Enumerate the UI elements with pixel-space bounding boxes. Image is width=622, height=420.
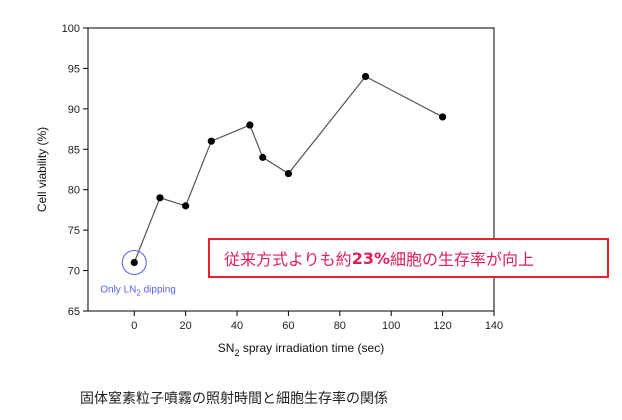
y-tick-label: 95 (68, 63, 80, 75)
y-tick-label: 85 (68, 144, 80, 156)
data-point (439, 113, 447, 121)
data-point (156, 194, 164, 202)
y-tick-label: 90 (68, 104, 80, 116)
highlight-text-before: 従来方式よりも約 (224, 250, 352, 269)
annotation-label: Only LN2 dipping (100, 284, 176, 297)
x-tick-label: 120 (433, 320, 451, 332)
y-tick-label: 80 (68, 185, 80, 197)
x-tick-label: 60 (282, 320, 294, 332)
plot-frame (87, 27, 495, 312)
x-tick-label: 40 (231, 320, 243, 332)
series-line (133, 75, 443, 263)
data-point (284, 169, 293, 178)
highlight-percent: 23% (351, 248, 390, 268)
y-tick-label: 70 (68, 266, 80, 278)
x-tick-label: 140 (485, 320, 503, 332)
x-tick-label: 80 (334, 320, 346, 332)
data-point (130, 258, 138, 267)
x-tick-label: 20 (180, 320, 192, 332)
data-point (182, 202, 190, 210)
annotation-circle (121, 249, 147, 275)
y-axis-title: Cell viability (%) (35, 127, 49, 212)
x-axis-title: SN2 spray irradiation time (sec) (218, 341, 384, 358)
highlight-text-after: 細胞の生存率が向上 (389, 250, 534, 269)
x-tick-label: 100 (382, 320, 400, 332)
data-point (361, 72, 370, 81)
y-tick-label: 100 (62, 23, 80, 35)
data-point (207, 137, 215, 145)
x-tick-label: 0 (131, 320, 137, 332)
y-tick-label: 75 (68, 225, 80, 237)
y-tick-label: 65 (68, 306, 80, 318)
data-point (246, 121, 254, 129)
highlight-callout: 従来方式よりも約 23% 細胞の生存率が向上 (208, 238, 609, 278)
figure-caption: 固体窒素粒子噴霧の照射時間と細胞生存率の関係 (80, 391, 388, 407)
data-point (259, 153, 267, 161)
